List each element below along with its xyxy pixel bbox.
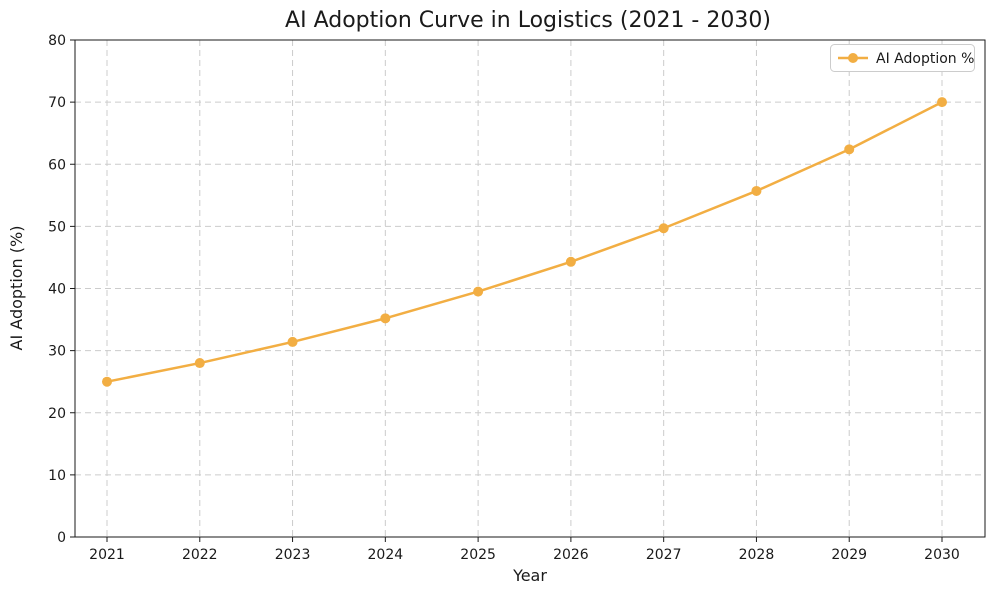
y-axis-label: AI Adoption (%)	[7, 226, 26, 351]
x-tick-label: 2030	[924, 547, 960, 563]
legend-label: AI Adoption %	[876, 51, 974, 67]
x-tick-label: 2025	[460, 547, 496, 563]
y-tick-label: 0	[57, 530, 66, 546]
y-tick-label: 70	[48, 95, 66, 111]
y-tick-label: 30	[48, 344, 66, 360]
data-point-2030	[937, 97, 947, 108]
legend-box	[830, 44, 975, 72]
grid-layer	[75, 39, 985, 538]
data-point-2021	[102, 376, 112, 387]
data-point-2029	[844, 144, 855, 155]
x-tick-label: 2029	[831, 547, 867, 563]
y-tick-label: 20	[48, 406, 66, 422]
series-layer	[102, 97, 947, 387]
x-tick-label: 2021	[89, 547, 125, 563]
data-point-2028	[751, 185, 762, 196]
x-tick-label: 2024	[368, 547, 404, 563]
x-tick-label: 2026	[553, 547, 589, 563]
data-point-2025	[473, 286, 484, 297]
data-point-2022	[194, 358, 205, 369]
data-point-2023	[287, 336, 298, 347]
legend: AI Adoption %	[830, 44, 975, 72]
y-tick-label: 80	[48, 33, 66, 49]
y-tick-label: 40	[48, 282, 66, 298]
data-point-2024	[380, 313, 391, 324]
y-tick-label: 10	[48, 468, 66, 484]
x-tick-label: 2023	[275, 547, 311, 563]
x-tick-label: 2022	[182, 547, 218, 563]
chart-title: AI Adoption Curve in Logistics (2021 - 2…	[285, 8, 771, 33]
series-line	[105, 100, 944, 383]
data-point-2027	[658, 223, 669, 234]
x-axis-label: Year	[512, 566, 547, 585]
y-tick-label: 50	[48, 219, 66, 235]
data-point-2026	[565, 256, 576, 267]
x-tick-label: 2027	[646, 547, 682, 563]
y-tick-label: 60	[48, 157, 66, 173]
x-tick-label: 2028	[739, 547, 775, 563]
legend-marker-icon	[848, 53, 858, 63]
